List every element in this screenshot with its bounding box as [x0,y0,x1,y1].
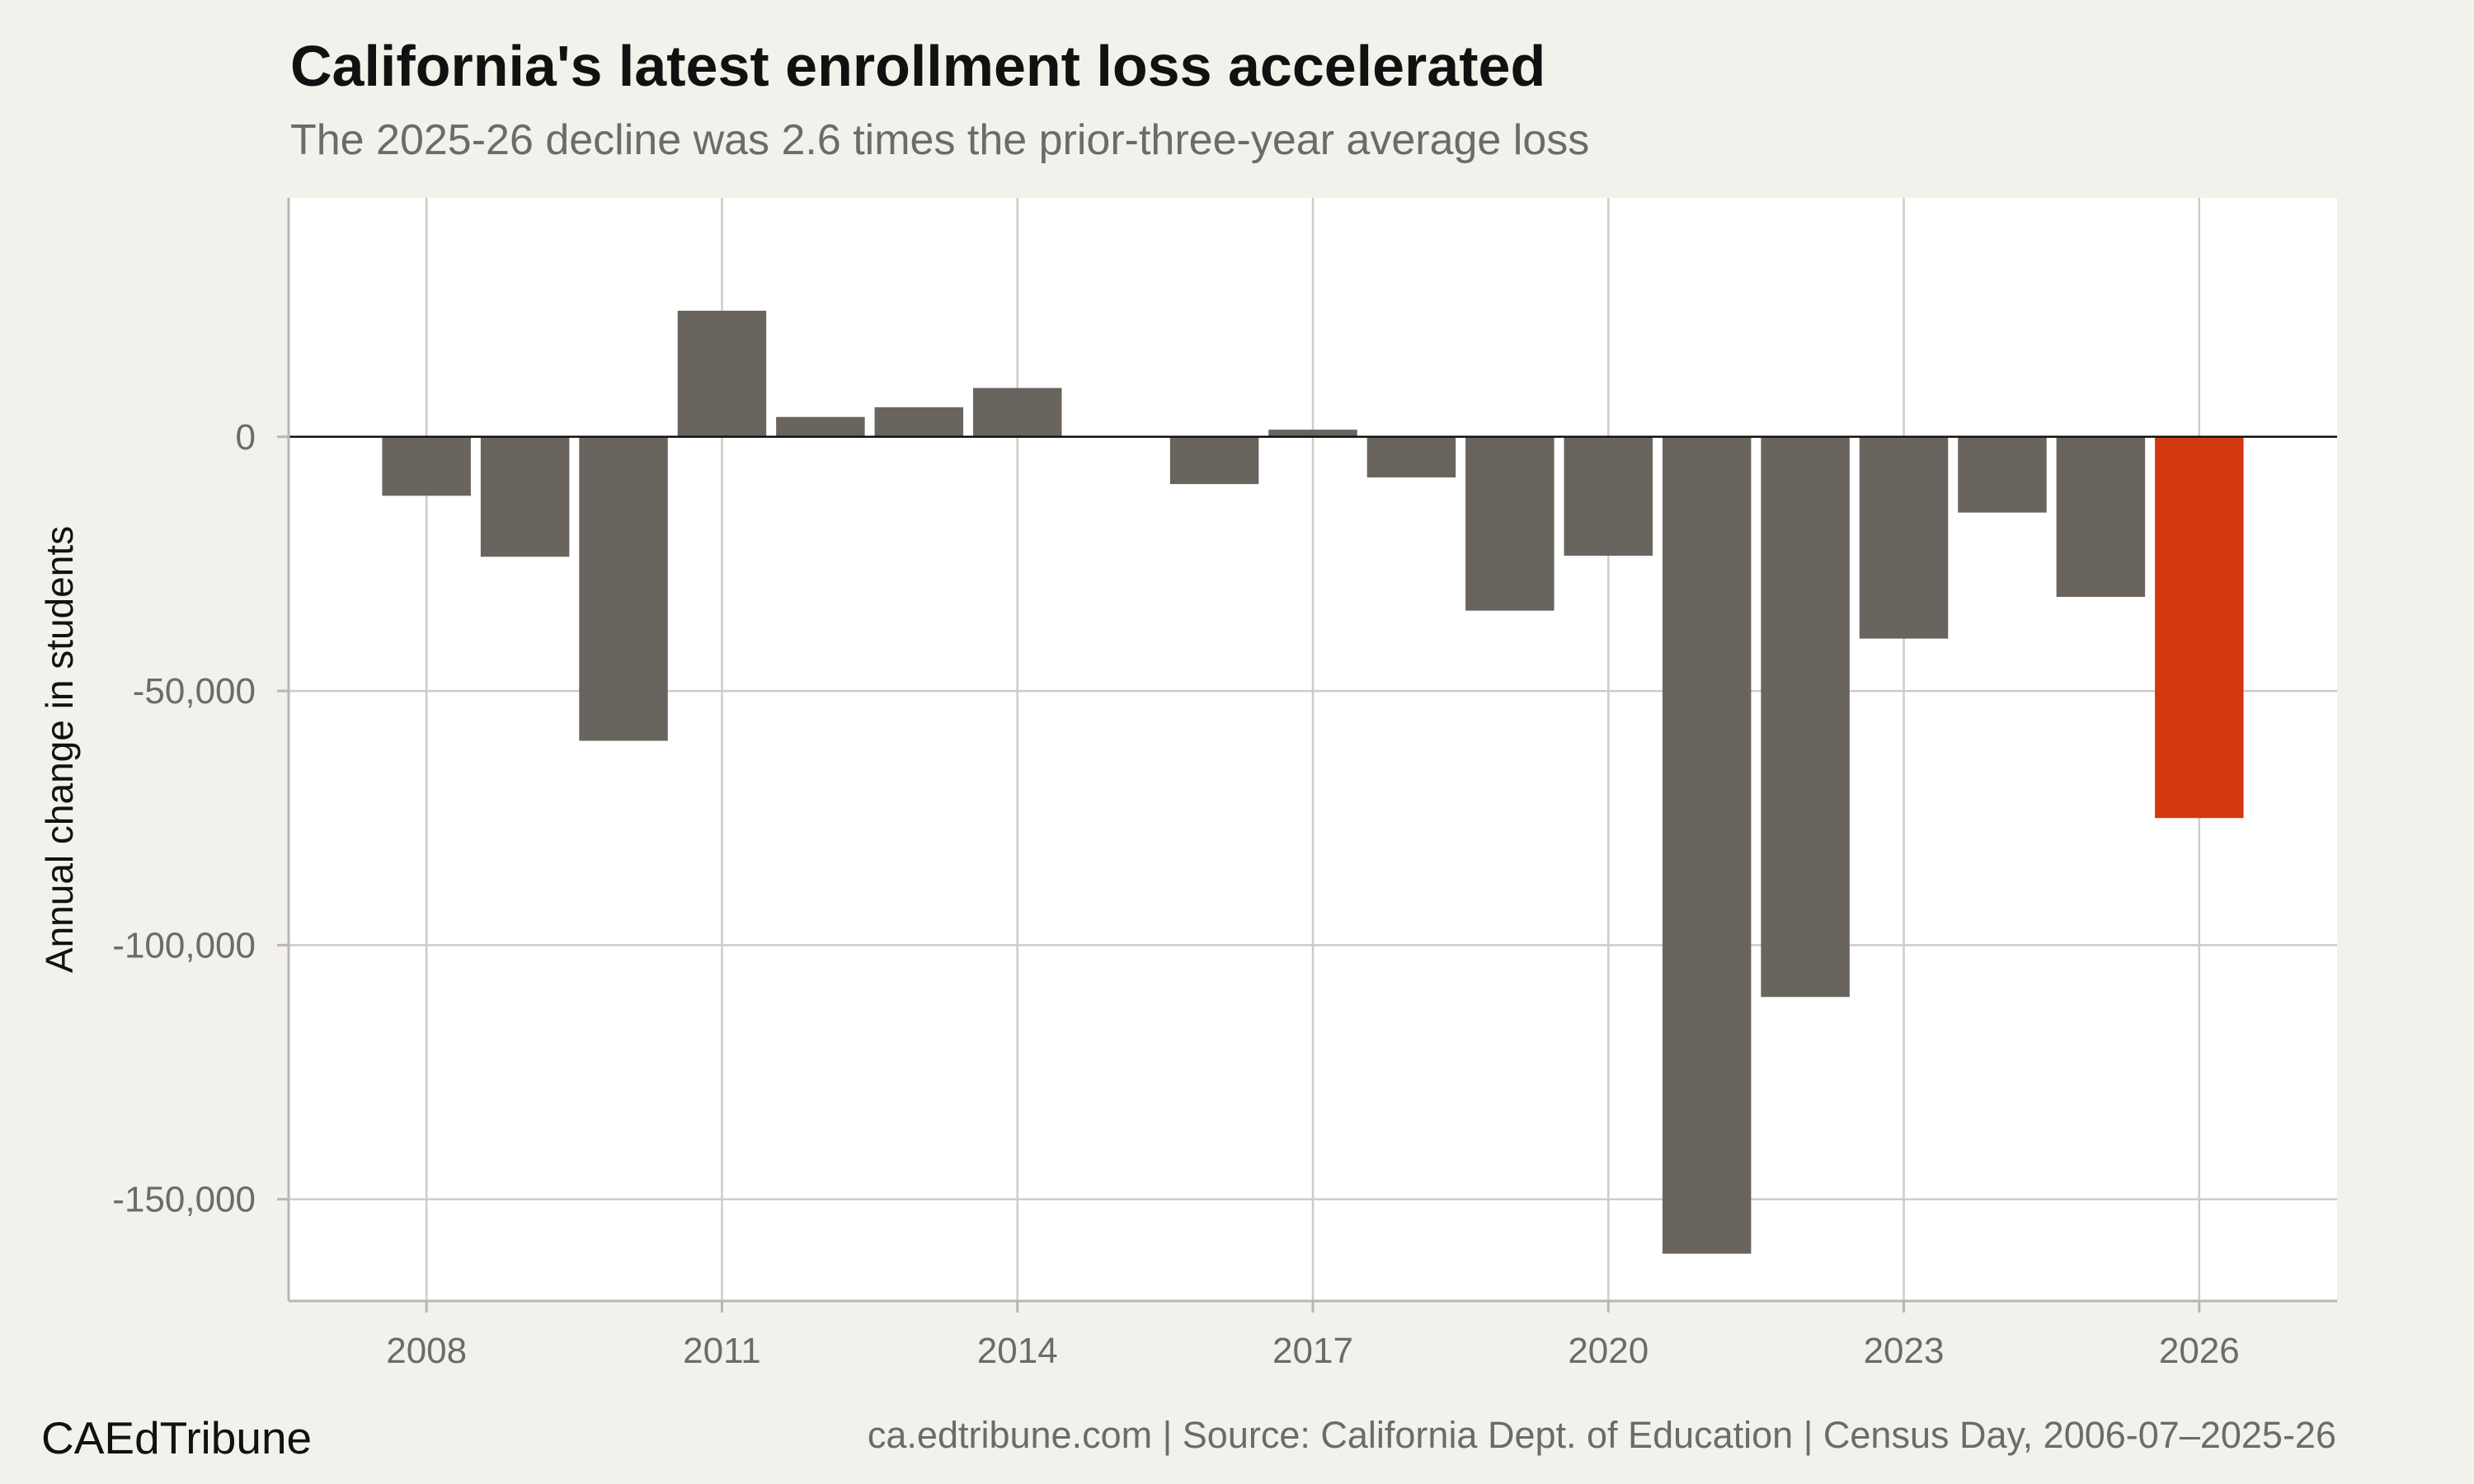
bar [1662,436,1752,1254]
bar [972,387,1062,437]
bar [1268,430,1357,437]
x-tick-label: 2023 [1864,1331,1945,1371]
source-note: ca.edtribune.com | Source: California De… [867,1414,2336,1456]
bars [289,310,2337,1254]
bar [1366,436,1456,478]
y-tick-label: -100,000 [112,925,256,965]
tick-labels: 2008 2011 2014 2017 2020 2023 2026 0 -50,000 -100… [112,417,2239,1371]
axes [287,198,2337,1303]
bar [1465,436,1554,611]
bar [874,407,964,437]
x-tick-label: 2008 [386,1331,467,1371]
chart-subtitle: The 2025-26 decline was 2.6 times the pr… [290,116,1590,164]
x-tick-label: 2011 [683,1331,761,1371]
x-tick-label: 2017 [1272,1331,1353,1371]
y-tick-label: 0 [236,417,256,458]
bar [1859,436,1949,639]
bar [579,436,668,741]
brand-name: CAEdTribune [41,1412,313,1463]
chart-title: California's latest enrollment loss acce… [290,34,1546,98]
bar [1761,436,1850,998]
y-tick-label: -150,000 [112,1180,256,1220]
bar [677,310,767,437]
y-axis-label: Annual change in students [38,526,81,973]
bar [1169,436,1259,485]
y-tick-label: -50,000 [133,671,256,711]
bar [1564,436,1653,556]
bar [1958,436,2047,513]
x-tick-label: 2020 [1568,1331,1649,1371]
bar-highlight [2155,436,2244,819]
bar [2056,436,2146,598]
x-tick-label: 2026 [2159,1331,2240,1371]
x-tick-label: 2014 [977,1331,1058,1371]
bar [776,416,865,437]
bar [480,436,570,557]
bar [382,436,471,496]
